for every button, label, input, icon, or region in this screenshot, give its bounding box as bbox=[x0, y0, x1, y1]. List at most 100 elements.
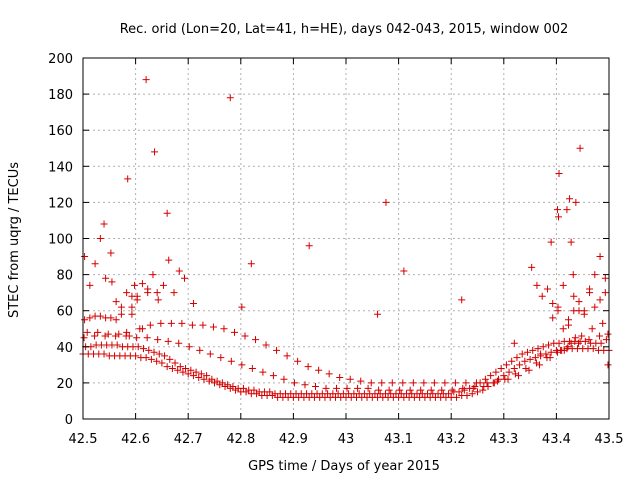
data-point bbox=[585, 336, 593, 344]
data-point bbox=[224, 381, 232, 389]
data-point bbox=[189, 299, 197, 307]
data-point bbox=[226, 94, 234, 102]
data-point bbox=[81, 253, 89, 261]
data-point bbox=[378, 379, 386, 387]
data-point bbox=[580, 310, 588, 318]
data-point bbox=[492, 368, 500, 376]
data-point bbox=[500, 372, 508, 380]
data-point bbox=[572, 198, 580, 206]
data-point bbox=[182, 364, 190, 372]
data-point bbox=[528, 263, 536, 271]
data-point bbox=[596, 296, 604, 304]
data-point bbox=[543, 285, 551, 293]
data-point bbox=[559, 325, 567, 333]
data-point bbox=[283, 352, 291, 360]
data-point bbox=[513, 354, 521, 362]
data-point bbox=[452, 393, 460, 401]
data-point bbox=[128, 292, 136, 300]
data-point bbox=[227, 357, 235, 365]
data-point bbox=[196, 346, 204, 354]
data-point bbox=[460, 386, 468, 394]
data-point bbox=[472, 379, 480, 387]
data-point bbox=[142, 354, 150, 362]
data-point bbox=[187, 366, 195, 374]
data-point bbox=[145, 346, 153, 354]
data-point bbox=[322, 384, 330, 392]
data-point bbox=[599, 319, 607, 327]
data-point bbox=[150, 348, 158, 356]
data-point bbox=[133, 334, 141, 342]
data-point bbox=[529, 346, 537, 354]
x-tick-label: 42.5 bbox=[69, 432, 98, 447]
data-point bbox=[112, 298, 120, 306]
data-point bbox=[176, 363, 184, 371]
data-point bbox=[521, 357, 529, 365]
data-point bbox=[471, 383, 479, 391]
data-point bbox=[458, 296, 466, 304]
x-tick-label: 43 bbox=[338, 432, 355, 447]
data-point bbox=[569, 271, 577, 279]
data-point bbox=[108, 278, 116, 286]
data-point bbox=[511, 370, 519, 378]
data-point bbox=[427, 386, 435, 394]
data-point bbox=[601, 289, 609, 297]
data-point bbox=[480, 383, 488, 391]
data-point bbox=[553, 206, 561, 214]
data-point bbox=[441, 379, 449, 387]
data-point bbox=[311, 383, 319, 391]
data-point bbox=[91, 260, 99, 268]
data-point bbox=[208, 375, 216, 383]
data-point bbox=[325, 370, 333, 378]
data-point bbox=[549, 299, 557, 307]
x-tick-label: 43.5 bbox=[595, 432, 624, 447]
data-point bbox=[113, 341, 121, 349]
data-point bbox=[417, 386, 425, 394]
data-point bbox=[128, 303, 136, 311]
data-point bbox=[354, 384, 362, 392]
data-point bbox=[566, 195, 574, 203]
data-point bbox=[367, 379, 375, 387]
data-point bbox=[406, 386, 414, 394]
data-point bbox=[229, 383, 237, 391]
y-tick-label: 180 bbox=[48, 88, 73, 103]
data-point bbox=[516, 361, 524, 369]
data-point bbox=[547, 348, 555, 356]
data-point bbox=[273, 346, 281, 354]
y-tick-label: 40 bbox=[56, 341, 73, 356]
data-point bbox=[167, 319, 175, 327]
x-tick-label: 43.1 bbox=[384, 432, 413, 447]
data-point bbox=[555, 170, 563, 178]
data-point bbox=[305, 242, 313, 250]
data-point bbox=[117, 310, 125, 318]
data-point bbox=[578, 332, 586, 340]
data-point bbox=[192, 368, 200, 376]
data-point bbox=[490, 379, 498, 387]
data-point bbox=[100, 350, 108, 358]
data-point bbox=[510, 364, 518, 372]
data-point bbox=[123, 289, 131, 297]
data-point bbox=[166, 355, 174, 363]
chart-title: Rec. orid (Lon=20, Lat=41, h=HE), days 0… bbox=[120, 22, 569, 37]
data-point bbox=[420, 379, 428, 387]
data-point bbox=[117, 303, 125, 311]
data-point bbox=[220, 325, 228, 333]
data-point bbox=[107, 314, 115, 322]
data-point bbox=[143, 334, 151, 342]
data-point bbox=[374, 310, 382, 318]
data-point bbox=[536, 361, 544, 369]
y-axis-label: STEC from uqrg / TECUs bbox=[7, 162, 22, 318]
data-point bbox=[175, 339, 183, 347]
data-point bbox=[346, 375, 354, 383]
data-point bbox=[123, 328, 131, 336]
data-point bbox=[252, 336, 260, 344]
data-point bbox=[100, 220, 108, 228]
data-point bbox=[576, 144, 584, 152]
data-point bbox=[146, 321, 154, 329]
data-point bbox=[165, 256, 173, 264]
data-point bbox=[195, 373, 203, 381]
data-point bbox=[158, 359, 166, 367]
y-tick-label: 120 bbox=[48, 196, 73, 211]
data-point bbox=[570, 292, 578, 300]
axis-ticks: 42.5 42.6 42.7 42.8 42.9 43 43.1 43.2 43.3 43.4 43… bbox=[48, 52, 623, 447]
